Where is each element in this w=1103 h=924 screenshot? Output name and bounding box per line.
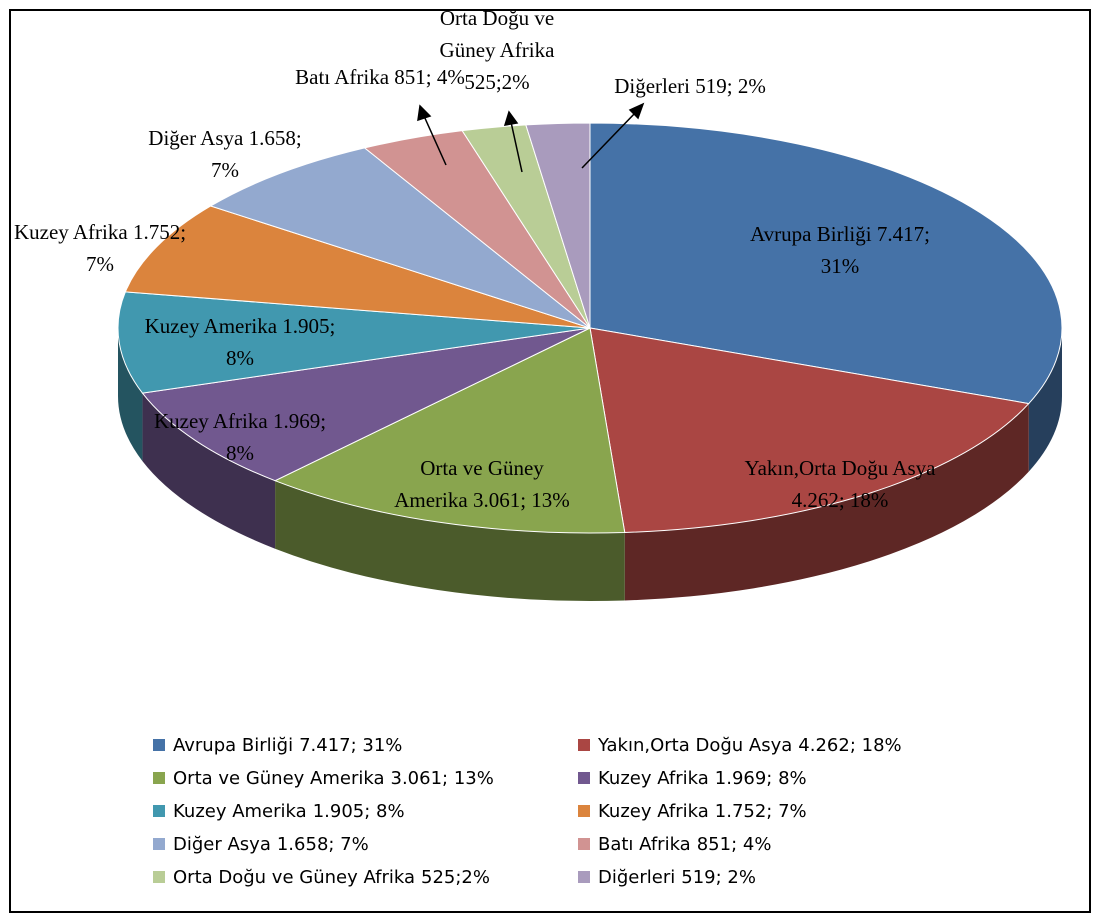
slice-side bbox=[275, 480, 625, 601]
legend-swatch bbox=[153, 805, 165, 817]
label-value: 4.262; 18% bbox=[791, 488, 889, 512]
slice bbox=[124, 205, 591, 329]
legend-swatch bbox=[153, 871, 165, 883]
label-category: Yakın,Orta Doğu Asya bbox=[744, 456, 936, 480]
data-label: Avrupa Birliği 7.417; 31% bbox=[740, 218, 940, 282]
legend-swatch bbox=[578, 739, 590, 751]
arrow bbox=[423, 115, 447, 166]
data-label: Yakın,Orta Doğu Asya 4.262; 18% bbox=[720, 452, 960, 516]
data-label: Diğerleri 519; 2% bbox=[580, 70, 800, 102]
legend-category: Diğerleri bbox=[598, 867, 675, 888]
arrows bbox=[417, 102, 645, 173]
data-label: Orta ve Güney Amerika 3.061; 13% bbox=[382, 452, 582, 516]
arrow-head bbox=[503, 110, 519, 126]
legend-value: 525;2% bbox=[421, 867, 490, 888]
legend-text: Yakın,Orta Doğu Asya 4.262; 18% bbox=[597, 735, 902, 756]
legend-category: Orta ve Güney Amerika bbox=[173, 768, 385, 789]
label-category: Orta ve Güney Amerika bbox=[394, 456, 544, 512]
legend-category: Kuzey Afrika bbox=[598, 801, 709, 822]
legend-category: Diğer Asya bbox=[173, 834, 271, 855]
slice bbox=[209, 147, 591, 329]
legend-text: Diğerleri 519; 2% bbox=[598, 867, 756, 888]
legend-swatch bbox=[578, 805, 590, 817]
legend: Avrupa Birliği 7.417; 31% Yakın,Orta Doğu … bbox=[153, 735, 902, 888]
data-label: Kuzey Afrika 1.969; 8% bbox=[140, 405, 340, 469]
slice-side bbox=[1028, 328, 1062, 472]
label-value: 7.417; 31% bbox=[820, 222, 930, 278]
label-value: 1.658; 7% bbox=[211, 126, 302, 182]
label-value: 519; 2% bbox=[695, 74, 766, 98]
arrow-head bbox=[628, 102, 645, 120]
label-value: 525;2% bbox=[464, 70, 530, 94]
legend-category: Yakın,Orta Doğu Asya bbox=[597, 735, 792, 756]
slice-side bbox=[142, 393, 276, 549]
legend-value: 1.905; 8% bbox=[313, 801, 405, 822]
label-category: Batı Afrika bbox=[295, 65, 390, 89]
label-category: Kuzey Afrika bbox=[153, 409, 268, 433]
data-label: Orta Doğu ve Güney Afrika 525;2% bbox=[417, 2, 577, 98]
label-category: Diğerleri bbox=[614, 74, 690, 98]
slice bbox=[525, 122, 591, 329]
label-value: 1.969; 8% bbox=[226, 409, 327, 465]
arrow bbox=[581, 111, 637, 169]
label-category: Avrupa Birliği bbox=[750, 222, 872, 246]
slice-side bbox=[624, 403, 1029, 601]
pie bbox=[117, 122, 1063, 601]
legend-value: 4.262; 18% bbox=[798, 735, 901, 756]
label-value: 851; 4% bbox=[394, 65, 465, 89]
legend-swatch bbox=[578, 871, 590, 883]
slice bbox=[589, 122, 1063, 405]
legend-category: Avrupa Birliği bbox=[173, 735, 293, 756]
legend-text: Kuzey Afrika 1.969; 8% bbox=[598, 768, 807, 789]
legend-text: Diğer Asya 1.658; 7% bbox=[173, 834, 369, 855]
label-value: 1.905; 8% bbox=[226, 314, 336, 370]
legend-text: Kuzey Afrika 1.752; 7% bbox=[598, 801, 807, 822]
legend-category: Orta Doğu ve Güney Afrika bbox=[173, 867, 415, 888]
label-category: Orta Doğu ve Güney Afrika bbox=[439, 6, 555, 62]
label-value: 1.752; 7% bbox=[86, 220, 187, 276]
legend-text: Batı Afrika 851; 4% bbox=[598, 834, 771, 855]
legend-text: Orta ve Güney Amerika 3.061; 13% bbox=[173, 768, 494, 789]
label-category: Kuzey Amerika bbox=[144, 314, 278, 338]
legend-category: Kuzey Amerika bbox=[173, 801, 307, 822]
arrow bbox=[510, 121, 523, 173]
legend-value: 3.061; 13% bbox=[391, 768, 494, 789]
legend-swatch bbox=[578, 772, 590, 784]
legend-value: 1.658; 7% bbox=[277, 834, 369, 855]
legend-swatch bbox=[153, 838, 165, 850]
legend-category: Kuzey Afrika bbox=[598, 768, 709, 789]
label-category: Diğer Asya bbox=[148, 126, 244, 150]
legend-value: 1.752; 7% bbox=[715, 801, 807, 822]
legend-swatch bbox=[153, 739, 165, 751]
legend-text: Orta Doğu ve Güney Afrika 525;2% bbox=[173, 867, 490, 888]
arrow-head bbox=[417, 104, 432, 122]
label-value: 3.061; 13% bbox=[472, 488, 570, 512]
legend-value: 851; 4% bbox=[697, 834, 772, 855]
label-category: Kuzey Afrika bbox=[13, 220, 128, 244]
legend-value: 7.417; 31% bbox=[299, 735, 402, 756]
data-label: Kuzey Amerika 1.905; 8% bbox=[140, 310, 340, 374]
legend-category: Batı Afrika bbox=[598, 834, 691, 855]
legend-value: 519; 2% bbox=[681, 867, 756, 888]
slice bbox=[117, 291, 591, 394]
legend-swatch bbox=[153, 772, 165, 784]
slice bbox=[589, 327, 1030, 533]
data-label: Diğer Asya 1.658; 7% bbox=[140, 122, 310, 186]
legend-text: Avrupa Birliği 7.417; 31% bbox=[173, 735, 402, 756]
data-label: Batı Afrika 851; 4% bbox=[290, 61, 470, 93]
legend-value: 1.969; 8% bbox=[715, 768, 807, 789]
slice bbox=[141, 327, 591, 482]
data-label: Kuzey Afrika 1.752; 7% bbox=[10, 216, 190, 280]
legend-text: Kuzey Amerika 1.905; 8% bbox=[173, 801, 405, 822]
legend-swatch bbox=[578, 838, 590, 850]
slice bbox=[273, 327, 626, 534]
